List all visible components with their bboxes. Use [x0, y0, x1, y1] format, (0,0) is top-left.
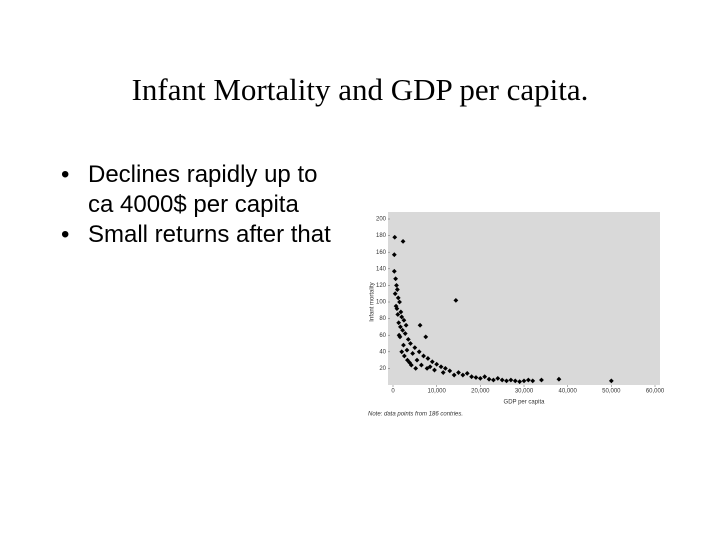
data-point [393, 276, 399, 282]
data-point [399, 349, 405, 355]
y-axis-label: Infant mortality [370, 282, 376, 321]
chart-note: Note: data points from 186 contries. [368, 412, 463, 418]
data-point [395, 312, 401, 317]
x-axis-label: GDP per capita [504, 400, 546, 406]
data-point [495, 375, 501, 381]
y-tick-label: 40 [379, 349, 386, 355]
y-tick-label: 80 [379, 316, 386, 322]
data-point [398, 324, 403, 330]
data-point [394, 283, 399, 288]
data-point [434, 361, 440, 367]
data-point [512, 378, 518, 384]
data-point [397, 299, 402, 305]
y-tick-label: 200 [376, 217, 387, 223]
y-tick-label: 160 [376, 250, 387, 256]
y-tick-label: 20 [379, 366, 386, 372]
data-point [404, 347, 410, 353]
y-tick-label: 60 [379, 333, 386, 339]
data-point [401, 353, 407, 359]
data-point [508, 377, 514, 383]
data-point [408, 341, 413, 346]
data-point [556, 376, 562, 382]
data-point [396, 320, 402, 326]
data-point [491, 377, 496, 383]
bullet-list: Declines rapidly up to ca 4000$ per capi… [61, 160, 338, 250]
data-point [391, 252, 397, 258]
data-point [530, 378, 536, 384]
x-tick-label: 20,000 [471, 389, 490, 395]
data-point [403, 322, 409, 328]
data-point [432, 367, 437, 373]
data-point [517, 379, 523, 385]
data-point [421, 353, 426, 359]
data-point [608, 378, 614, 384]
data-point [425, 356, 431, 361]
data-point [396, 332, 402, 338]
data-point [460, 372, 466, 378]
data-point [451, 372, 457, 378]
data-point [399, 314, 405, 320]
data-point [418, 362, 424, 368]
data-point [401, 342, 406, 348]
y-tick-label: 120 [376, 283, 387, 289]
slide-title: Infant Mortality and GDP per capita. [131, 72, 589, 107]
data-point [464, 370, 470, 376]
data-point [482, 374, 488, 380]
data-point [477, 375, 483, 381]
x-tick-label: 50,000 [602, 389, 621, 395]
y-tick-label: 100 [376, 300, 387, 306]
x-tick-label: 10,000 [427, 389, 446, 395]
data-point [395, 295, 401, 301]
x-tick-label: 0 [391, 389, 395, 395]
data-point [391, 268, 397, 274]
data-point [394, 306, 400, 312]
data-point [525, 377, 531, 383]
data-point [456, 370, 461, 375]
data-point [413, 366, 419, 371]
data-point [392, 234, 398, 240]
data-point [405, 336, 411, 342]
data-point [392, 291, 398, 297]
x-tick-label: 30,000 [515, 389, 534, 395]
data-point [473, 375, 479, 380]
data-point [408, 362, 414, 368]
data-point [405, 357, 410, 363]
data-point [443, 366, 448, 371]
data-point [394, 287, 400, 292]
data-point [504, 378, 509, 384]
bullet: Small returns after that [61, 220, 338, 250]
data-point [539, 377, 544, 383]
data-point [447, 368, 453, 374]
y-tick-label: 140 [376, 266, 387, 272]
data-point [402, 331, 408, 336]
data-point [438, 364, 444, 370]
data-point [410, 351, 416, 356]
data-point [398, 309, 404, 315]
data-point [499, 377, 505, 383]
plot-area [388, 212, 660, 385]
data-point [417, 322, 423, 328]
data-point [453, 297, 459, 303]
data-point [401, 317, 407, 323]
data-point [416, 349, 422, 355]
x-tick-label: 60,000 [646, 389, 665, 395]
data-point [412, 345, 418, 351]
y-tick-label: 180 [376, 233, 387, 239]
data-point [521, 378, 527, 384]
data-point [400, 327, 406, 333]
data-point [440, 370, 446, 375]
data-point [414, 357, 420, 363]
x-tick-label: 40,000 [558, 389, 577, 395]
data-point [423, 334, 429, 340]
data-point [469, 374, 474, 380]
bullet: Declines rapidly up to ca 4000$ per capi… [61, 160, 338, 220]
data-point [429, 359, 435, 365]
data-point [427, 364, 433, 370]
data-point [486, 376, 492, 382]
data-point [400, 239, 406, 244]
